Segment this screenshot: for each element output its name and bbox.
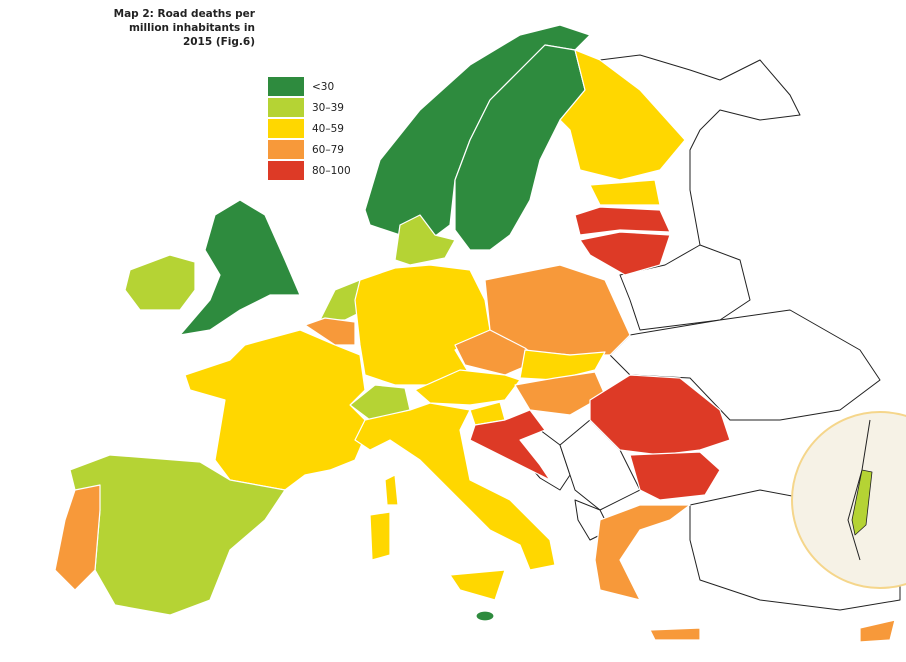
inset (791, 411, 906, 589)
country (179, 199, 301, 336)
country (54, 484, 101, 591)
country (449, 569, 506, 601)
country (124, 254, 196, 311)
countries (54, 24, 896, 643)
legend-label: 60–79 (312, 144, 344, 156)
legend-swatch (268, 119, 304, 138)
legend-label: 40–59 (312, 123, 344, 135)
country (574, 206, 671, 236)
country (629, 451, 721, 501)
country (589, 374, 731, 456)
title-line: million inhabitants in (129, 22, 255, 34)
country (354, 402, 556, 571)
legend-label: 80–100 (312, 165, 351, 177)
country (859, 619, 896, 643)
country (414, 369, 521, 406)
country (589, 179, 661, 206)
country (369, 511, 391, 561)
title: Map 2: Road deaths per million inhabitant… (114, 8, 256, 48)
country (559, 49, 686, 181)
legend-label: 30–39 (312, 102, 344, 114)
country (184, 329, 371, 491)
country (384, 474, 399, 506)
country (354, 264, 491, 386)
country (394, 214, 456, 266)
country (469, 409, 551, 481)
title-line: Map 2: Road deaths per (114, 8, 256, 20)
country (594, 504, 691, 601)
country (475, 610, 495, 622)
country (519, 349, 606, 381)
legend-swatch (268, 77, 304, 96)
title-line: 2015 (Fig.6) (183, 36, 255, 48)
country (349, 384, 411, 421)
country (649, 627, 701, 641)
country (851, 469, 873, 536)
country (579, 231, 671, 276)
legend-swatch (268, 140, 304, 159)
legend-label: <30 (312, 81, 334, 93)
legend: <30 30–39 40–59 60–79 80–100 (268, 77, 351, 180)
legend-swatch (268, 98, 304, 117)
legend-swatch (268, 161, 304, 180)
country (304, 317, 356, 346)
